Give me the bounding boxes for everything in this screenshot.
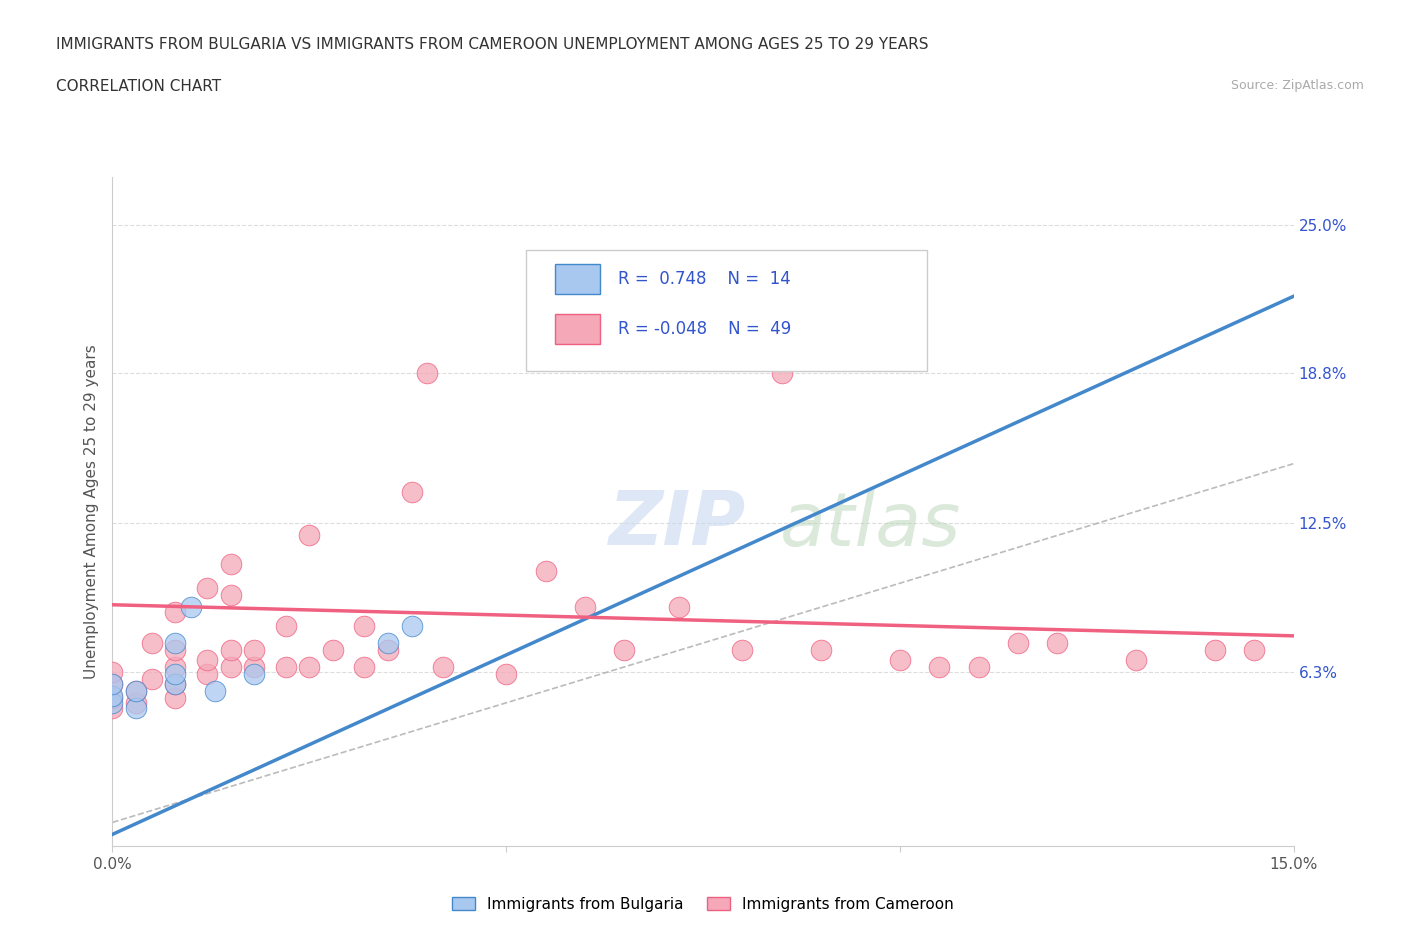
Point	[219, 659, 242, 674]
Point	[101, 700, 124, 715]
Point	[1007, 635, 1029, 650]
Point	[401, 485, 423, 499]
Point	[165, 635, 187, 650]
Text: atlas: atlas	[780, 489, 962, 561]
Point	[1204, 643, 1226, 658]
Point	[353, 659, 375, 674]
Point	[377, 643, 399, 658]
Text: CORRELATION CHART: CORRELATION CHART	[56, 79, 221, 94]
Point	[613, 643, 636, 658]
Point	[574, 600, 596, 615]
Point	[243, 667, 266, 682]
Point	[353, 618, 375, 633]
Point	[928, 659, 950, 674]
Point	[165, 691, 187, 706]
Point	[298, 659, 321, 674]
Point	[1243, 643, 1265, 658]
FancyBboxPatch shape	[526, 250, 928, 371]
Point	[668, 600, 690, 615]
Point	[101, 676, 124, 691]
Point	[416, 365, 439, 380]
Point	[165, 676, 187, 691]
Point	[141, 635, 163, 650]
Legend: Immigrants from Bulgaria, Immigrants from Cameroon: Immigrants from Bulgaria, Immigrants fro…	[446, 890, 960, 918]
Text: R = -0.048    N =  49: R = -0.048 N = 49	[619, 320, 792, 339]
Point	[274, 618, 297, 633]
Point	[219, 643, 242, 658]
Point	[195, 580, 218, 595]
Point	[165, 676, 187, 691]
Point	[165, 604, 187, 619]
Point	[195, 667, 218, 682]
Point	[195, 652, 218, 667]
Point	[322, 643, 344, 658]
Point	[967, 659, 990, 674]
Point	[1125, 652, 1147, 667]
Point	[165, 667, 187, 682]
Point	[101, 664, 124, 679]
Point	[141, 671, 163, 686]
Point	[298, 528, 321, 543]
Point	[101, 696, 124, 711]
Point	[274, 659, 297, 674]
Point	[219, 557, 242, 572]
FancyBboxPatch shape	[555, 264, 600, 294]
FancyBboxPatch shape	[555, 314, 600, 344]
Point	[731, 643, 754, 658]
Point	[377, 635, 399, 650]
Point	[401, 618, 423, 633]
Point	[432, 659, 454, 674]
Point	[101, 688, 124, 703]
Point	[125, 696, 148, 711]
Point	[125, 684, 148, 698]
Point	[534, 320, 557, 335]
Y-axis label: Unemployment Among Ages 25 to 29 years: Unemployment Among Ages 25 to 29 years	[83, 344, 98, 679]
Point	[180, 600, 202, 615]
Point	[1046, 635, 1069, 650]
Point	[889, 652, 911, 667]
Point	[243, 643, 266, 658]
Text: IMMIGRANTS FROM BULGARIA VS IMMIGRANTS FROM CAMEROON UNEMPLOYMENT AMONG AGES 25 : IMMIGRANTS FROM BULGARIA VS IMMIGRANTS F…	[56, 37, 929, 52]
Point	[101, 691, 124, 706]
Point	[534, 564, 557, 578]
Point	[165, 643, 187, 658]
Point	[770, 365, 793, 380]
Text: Source: ZipAtlas.com: Source: ZipAtlas.com	[1230, 79, 1364, 92]
Point	[219, 588, 242, 603]
Point	[204, 684, 226, 698]
Point	[243, 659, 266, 674]
Point	[165, 659, 187, 674]
Point	[495, 667, 517, 682]
Text: R =  0.748    N =  14: R = 0.748 N = 14	[619, 270, 790, 288]
Point	[125, 684, 148, 698]
Point	[810, 643, 832, 658]
Point	[101, 676, 124, 691]
Point	[125, 700, 148, 715]
Text: ZIP: ZIP	[609, 488, 745, 562]
